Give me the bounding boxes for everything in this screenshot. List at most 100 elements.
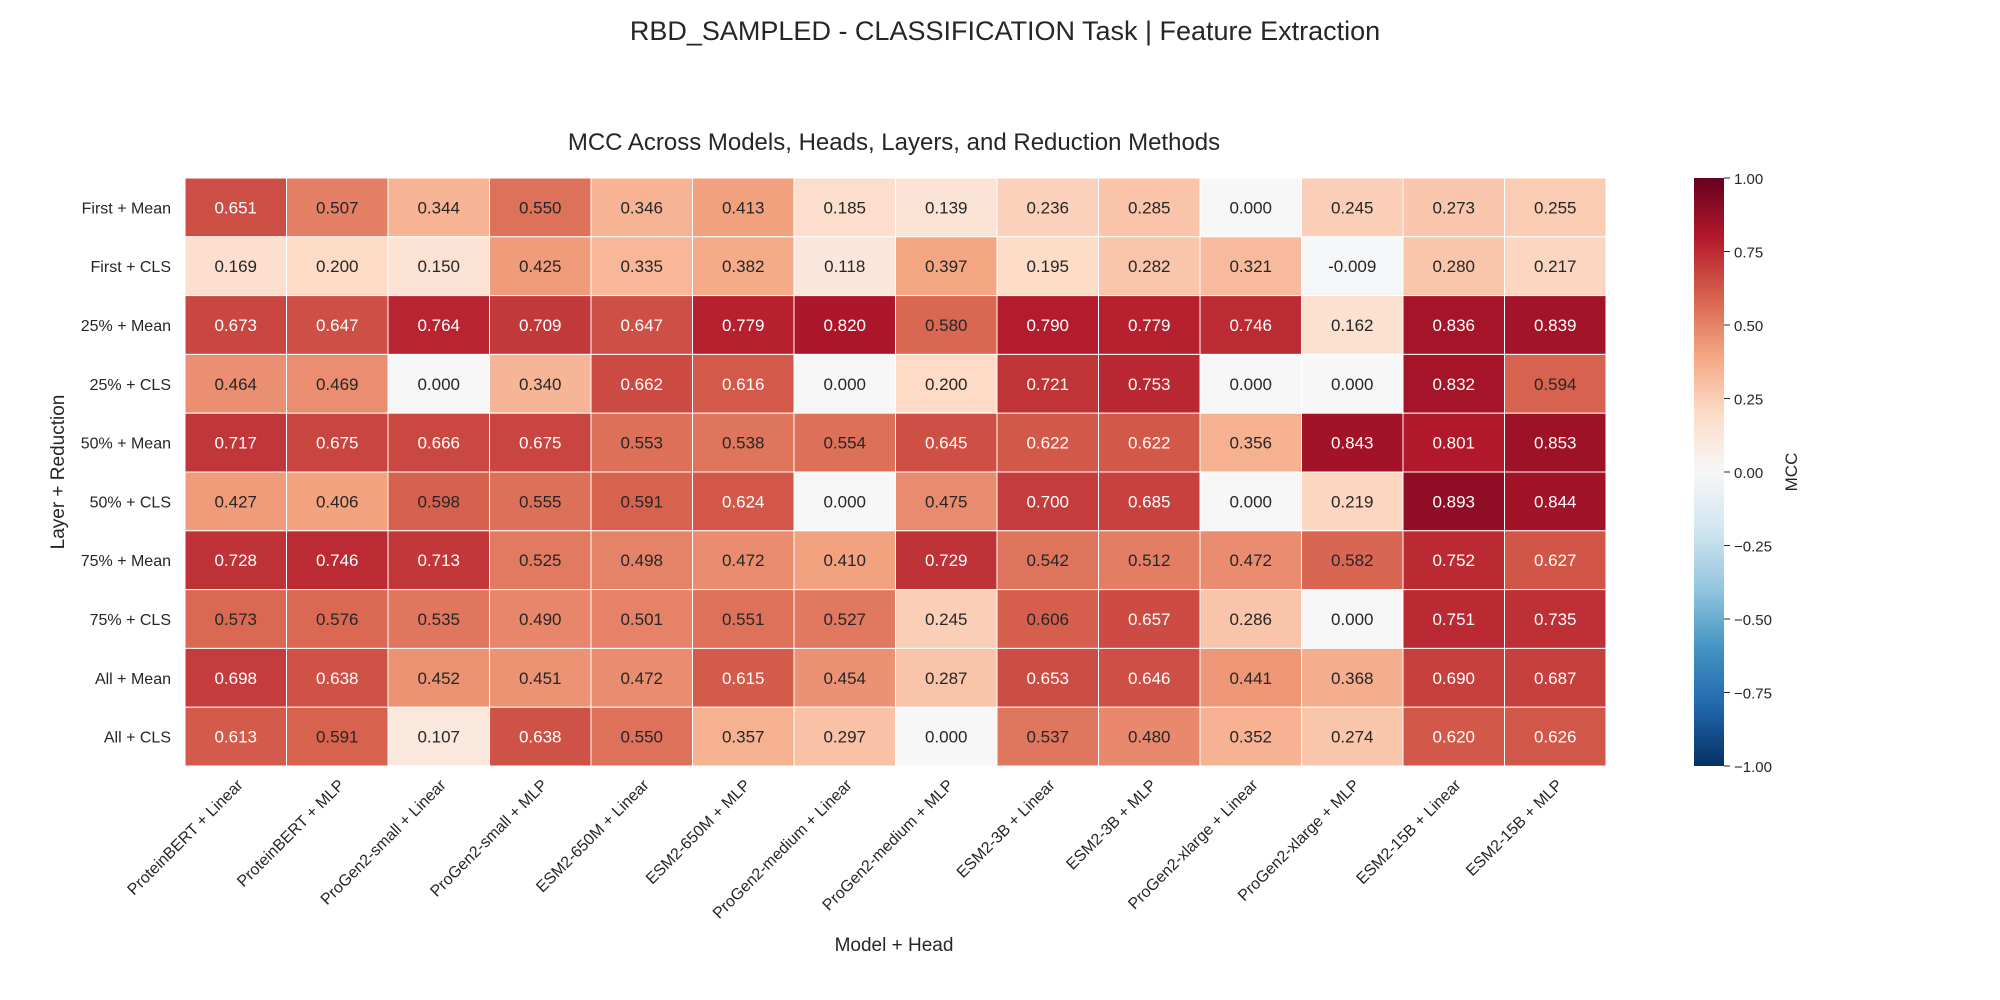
column-label: ProteinBERT + Linear — [125, 776, 247, 898]
cell-value-label: 0.713 — [417, 551, 460, 570]
cell-value-label: 0.107 — [417, 728, 460, 747]
cell-value-label: 0.000 — [1331, 610, 1374, 629]
cell-value-label: 0.452 — [417, 669, 460, 688]
column-label: ProGen2-small + MLP — [427, 777, 551, 901]
heatmap-cell — [1301, 353, 1404, 414]
colorbar-tick-label: 0.50 — [1734, 318, 1763, 335]
heatmap-cell — [1504, 589, 1607, 649]
heatmap-cell — [590, 177, 693, 238]
cell-value-label: 0.779 — [1128, 316, 1171, 335]
heatmap-cell — [489, 353, 592, 414]
heatmap-cell — [590, 706, 693, 767]
column-label: ESM2-15B + MLP — [1463, 777, 1566, 880]
cell-value-label: 0.000 — [823, 375, 866, 394]
heatmap-cell — [1402, 177, 1505, 238]
heatmap-cell — [996, 647, 1099, 708]
cell-value-label: 0.613 — [214, 728, 257, 747]
cell-value-label: 0.512 — [1128, 551, 1171, 570]
cell-value-label: 0.645 — [925, 434, 968, 453]
heatmap-cell — [1199, 706, 1302, 767]
cell-value-label: 0.709 — [519, 316, 562, 335]
cell-value-label: 0.169 — [214, 257, 257, 276]
x-axis-label: Model + Head — [835, 935, 954, 956]
cell-value-label: 0.507 — [316, 198, 359, 217]
heatmap-cell — [590, 471, 693, 532]
heatmap-cell — [1504, 295, 1607, 355]
heatmap-cell — [590, 412, 693, 473]
row-label: 50% + CLS — [90, 494, 171, 511]
figure-suptitle: RBD_SAMPLED - CLASSIFICATION Task | Feat… — [630, 16, 1380, 46]
row-label: 75% + CLS — [90, 612, 171, 629]
heatmap-cell — [996, 589, 1099, 649]
cell-value-label: 0.836 — [1432, 316, 1475, 335]
heatmap-cell — [286, 471, 389, 532]
heatmap-cell — [1098, 412, 1201, 473]
cell-value-label: 0.273 — [1432, 198, 1475, 217]
heatmap-cell — [1504, 236, 1607, 297]
heatmap-cell — [793, 647, 896, 708]
cell-value-label: 0.553 — [620, 434, 663, 453]
cell-value-label: 0.542 — [1026, 551, 1069, 570]
column-label: ESM2-650M + MLP — [643, 777, 754, 888]
cell-value-label: 0.839 — [1534, 316, 1577, 335]
heatmap-cell — [387, 295, 490, 355]
colorbar — [1694, 178, 1724, 766]
row-label: All + CLS — [104, 730, 171, 747]
heatmap-cell — [489, 177, 592, 238]
heatmap-cell — [1199, 530, 1302, 591]
row-label: 50% + Mean — [81, 436, 171, 453]
cell-value-label: 0.245 — [1331, 198, 1374, 217]
cell-value-label: 0.594 — [1534, 375, 1577, 394]
heatmap-cell — [590, 236, 693, 297]
heatmap-cell — [1504, 647, 1607, 708]
heatmap-cell — [286, 706, 389, 767]
cell-value-label: 0.537 — [1026, 728, 1069, 747]
cell-value-label: 0.118 — [824, 257, 865, 276]
heatmap-cell — [1301, 295, 1404, 355]
cell-value-label: 0.280 — [1432, 257, 1475, 276]
cell-value-label: 0.464 — [214, 375, 257, 394]
cell-value-label: 0.687 — [1534, 669, 1577, 688]
cell-value-label: 0.000 — [417, 375, 460, 394]
column-label: ESM2-3B + MLP — [1063, 777, 1160, 874]
cell-value-label: 0.475 — [925, 492, 968, 511]
heatmap-cell — [590, 589, 693, 649]
cell-value-label: 0.790 — [1026, 316, 1069, 335]
row-label: 25% + Mean — [81, 318, 171, 335]
heatmap-cell — [1199, 236, 1302, 297]
cell-value-label: 0.501 — [620, 610, 663, 629]
cell-value-label: 0.195 — [1026, 257, 1069, 276]
cell-value-label: 0.286 — [1229, 610, 1272, 629]
heatmap-cell — [1301, 647, 1404, 708]
cell-value-label: 0.638 — [519, 728, 562, 747]
heatmap-cell — [895, 236, 998, 297]
cell-value-label: 0.550 — [620, 728, 663, 747]
heatmap-cell — [286, 177, 389, 238]
cell-value-label: 0.853 — [1534, 434, 1577, 453]
cell-value-label: 0.622 — [1128, 434, 1171, 453]
heatmap-cell — [387, 647, 490, 708]
cell-value-label: 0.219 — [1331, 492, 1374, 511]
heatmap-cell — [793, 589, 896, 649]
heatmap-cell — [184, 706, 287, 767]
cell-value-label: 0.200 — [925, 375, 968, 394]
heatmap-cell — [1504, 177, 1607, 238]
cell-value-label: 0.673 — [214, 316, 257, 335]
cell-value-label: 0.801 — [1432, 434, 1475, 453]
cell-value-label: 0.472 — [1229, 551, 1272, 570]
heatmap-cell — [1504, 412, 1607, 473]
cell-value-label: 0.441 — [1229, 669, 1272, 688]
cell-value-label: 0.427 — [214, 492, 257, 511]
cell-value-label: 0.675 — [316, 434, 359, 453]
heatmap-cell — [590, 530, 693, 591]
heatmap-cell — [895, 471, 998, 532]
heatmap-cell — [692, 589, 795, 649]
heatmap-cell — [692, 471, 795, 532]
cell-value-label: 0.580 — [925, 316, 968, 335]
heatmap-cell — [1199, 295, 1302, 355]
heatmap-cell — [793, 295, 896, 355]
cell-value-label: 0.472 — [620, 669, 663, 688]
heatmap-cell — [489, 647, 592, 708]
cell-value-label: 0.647 — [620, 316, 663, 335]
